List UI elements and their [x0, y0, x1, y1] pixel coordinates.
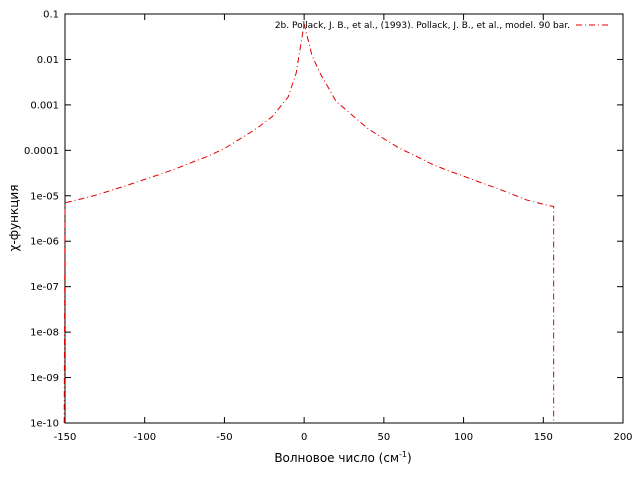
y-tick-label: 1e-07 [30, 282, 59, 293]
legend-label: 2b. Pollack, J. B., et al., (1993). Poll… [275, 21, 570, 31]
x-tick-label: -50 [216, 432, 232, 443]
plot-area [64, 13, 624, 424]
ticks [64, 13, 624, 424]
y-axis-title: χ-функция [7, 185, 21, 252]
x-tick-label: 50 [377, 432, 390, 443]
x-axis-title-close: ) [407, 451, 412, 465]
y-tick-label: 0.01 [37, 55, 59, 66]
series-group [63, 23, 555, 424]
y-tick-label: 1e-08 [30, 328, 59, 339]
x-tick-label: 200 [613, 432, 632, 443]
x-axis-title-superscript: -1 [399, 450, 407, 459]
y-tick-label: 1e-09 [30, 373, 59, 384]
y-tick-label: 1e-06 [30, 237, 59, 248]
y-tick-label: 1e-10 [30, 419, 59, 430]
legend: 2b. Pollack, J. B., et al., (1993). Poll… [275, 21, 608, 31]
tick-labels: -150 -100 -50 0 50 100 150 200 1e-10 1e-09 1e-08 1e… [24, 10, 633, 444]
y-tick-label: 1e-05 [30, 191, 59, 202]
x-tick-label: 0 [301, 432, 307, 443]
series-line-0 [63, 23, 555, 424]
x-tick-label: -100 [133, 432, 156, 443]
y-tick-label: 0.001 [30, 100, 59, 111]
y-tick-label: 0.1 [43, 10, 59, 21]
y-tick-label: 0.0001 [24, 146, 59, 157]
x-tick-label: -150 [54, 432, 77, 443]
x-tick-label: 100 [454, 432, 473, 443]
x-axis-title: Волновое число (см-1) [274, 450, 411, 465]
x-tick-label: 150 [534, 432, 553, 443]
